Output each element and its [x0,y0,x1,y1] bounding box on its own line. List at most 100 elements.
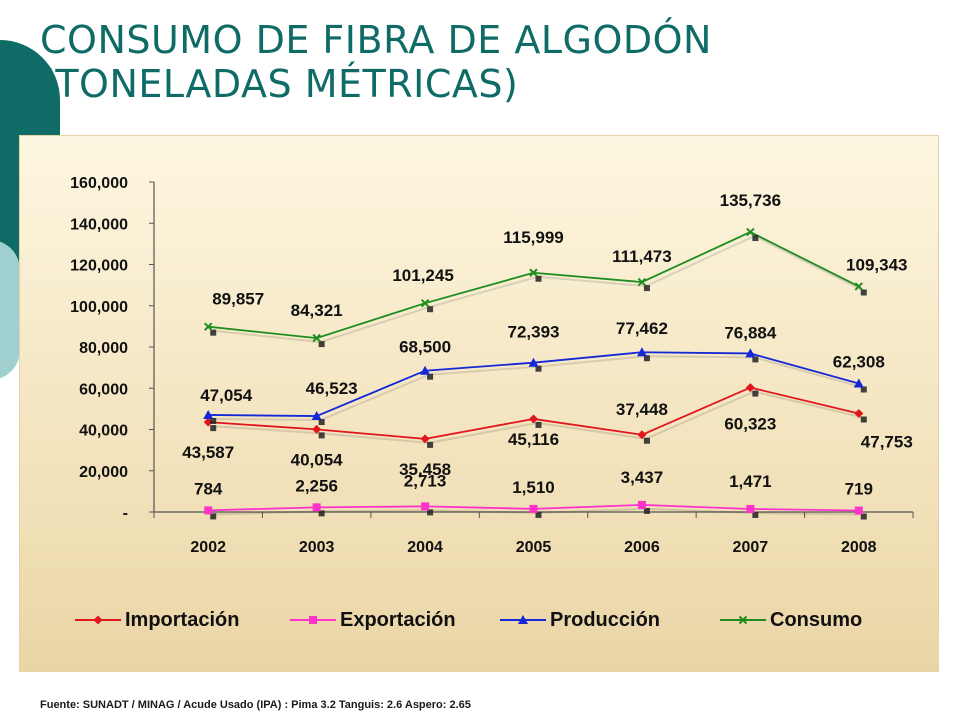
data-label: 1,510 [512,478,555,497]
data-label: 62,308 [833,352,885,371]
marker-shadow [752,235,759,242]
data-point [854,409,864,419]
data-point [746,227,755,237]
data-point [312,424,322,434]
marker-shadow [427,509,434,516]
legend-marker [309,616,317,624]
data-point [529,414,538,424]
x-tick-label: 2006 [624,539,660,556]
page-title-line-2: (TONELADAS MÉTRICAS) [40,62,519,106]
marker-shadow [427,306,434,313]
data-point [529,504,538,513]
x-tick-label: 2007 [733,539,769,556]
y-tick-label: 80,000 [79,340,128,357]
marker-shadow [318,419,325,426]
x-tick-label: 2003 [299,539,335,556]
data-label: 72,393 [508,323,560,342]
decorative-light-shape [0,240,20,380]
data-label: 111,473 [612,247,672,266]
data-point [311,411,322,421]
data-point [420,298,430,308]
y-tick-label: 40,000 [79,423,128,440]
y-tick-label: 160,000 [70,175,128,192]
data-point [853,378,864,388]
data-point [420,365,431,375]
legend-label: Consumo [770,609,862,631]
data-point [312,333,321,343]
marker-shadow [860,289,867,296]
data-point [204,506,213,515]
data-point [637,430,647,440]
data-point [745,383,755,393]
marker-shadow [210,513,217,520]
data-label: 84,321 [291,301,343,320]
data-point [421,502,430,511]
marker-shadow [752,356,759,363]
data-point [746,504,755,513]
marker-shadow [643,285,650,292]
data-label: 115,999 [503,228,564,247]
data-label: 43,587 [182,443,234,462]
data-label: 46,523 [306,379,358,398]
data-label: 2,256 [295,476,338,495]
marker-shadow [427,373,434,380]
data-point [636,347,647,357]
marker-shadow [860,513,867,520]
data-point [528,357,539,367]
marker-shadow [318,341,325,348]
marker-shadow [535,275,542,282]
legend-label: Importación [125,609,239,631]
chart-panel: - 20,000 40,000 60,000 80,000 100,000 120,000 1… [19,135,939,672]
data-label: 2,713 [404,471,447,490]
marker-shadow [535,365,542,372]
legend-label: Exportación [340,609,456,631]
marker-shadow [318,432,325,439]
y-tick-label: 60,000 [79,381,128,398]
data-point [854,282,863,291]
data-label: 1,471 [729,472,772,491]
marker-shadow [318,510,325,517]
data-point [529,268,538,277]
y-tick-label: 20,000 [79,464,128,481]
data-label: 76,884 [724,323,777,342]
y-tick-label: 140,000 [70,216,128,233]
x-tick-label: 2008 [841,539,877,556]
marker-shadow [535,511,542,518]
data-label: 135,736 [720,191,781,210]
data-label: 47,753 [861,433,913,452]
source-note: Fuente: SUNADT / MINAG / Acude Usado (IP… [40,699,471,711]
data-label: 35,458 [399,460,451,479]
x-tick-label: 2002 [190,539,226,556]
page-title-line-1: CONSUMO DE FIBRA DE ALGODÓN [40,18,712,62]
marker-shadow [643,507,650,514]
data-label: 719 [845,480,873,499]
marker-shadow [210,425,217,432]
marker-shadow [210,329,217,336]
data-point [204,322,213,331]
legend-marker [738,615,748,625]
data-label: 68,500 [399,338,451,357]
data-label: 40,054 [291,450,344,469]
y-tick-label: 100,000 [70,299,128,316]
data-label: 784 [194,479,223,498]
legend-label: Producción [550,609,660,631]
data-label: 45,116 [508,430,559,449]
marker-shadow [643,437,650,444]
data-point [203,409,214,419]
y-tick-label: - [123,505,128,522]
data-label: 89,857 [212,290,264,309]
data-point [637,500,646,509]
data-label: 47,054 [200,386,253,405]
marker-shadow [860,416,867,423]
data-label: 109,343 [846,255,907,274]
page-title: CONSUMO DE FIBRA DE ALGODÓN (TONELADAS M… [40,18,940,106]
data-label: 101,245 [392,266,453,285]
marker-shadow [752,511,759,518]
data-point [854,506,863,515]
data-point [312,503,321,512]
x-tick-label: 2005 [516,539,552,556]
y-tick-label: 120,000 [70,258,128,275]
marker-shadow [535,421,542,428]
data-point [420,434,430,444]
legend-marker [93,615,103,625]
